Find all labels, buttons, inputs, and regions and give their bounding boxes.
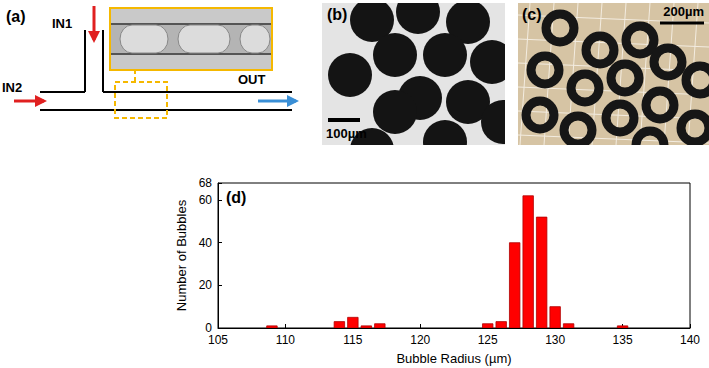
svg-text:IN2: IN2 <box>2 80 22 95</box>
svg-text:120: 120 <box>410 333 430 347</box>
svg-text:IN1: IN1 <box>52 16 72 31</box>
svg-text:20: 20 <box>199 278 213 292</box>
svg-text:0: 0 <box>205 321 212 335</box>
svg-text:Bubble Radius (µm): Bubble Radius (µm) <box>396 351 511 366</box>
svg-text:125: 125 <box>478 333 498 347</box>
svg-text:68: 68 <box>199 176 213 190</box>
svg-text:60: 60 <box>199 193 213 207</box>
svg-text:(a): (a) <box>6 8 26 25</box>
svg-text:Number of Bubbles: Number of Bubbles <box>174 199 189 311</box>
svg-text:110: 110 <box>276 333 295 347</box>
svg-text:40: 40 <box>199 236 213 250</box>
svg-text:140: 140 <box>680 333 700 347</box>
svg-text:105: 105 <box>208 333 228 347</box>
svg-text:115: 115 <box>343 333 362 347</box>
svg-text:(c): (c) <box>522 6 542 23</box>
svg-text:130: 130 <box>545 333 565 347</box>
svg-text:100µm: 100µm <box>326 126 367 141</box>
svg-text:(d): (d) <box>226 189 246 206</box>
svg-text:(b): (b) <box>327 6 347 23</box>
svg-text:200µm: 200µm <box>663 4 704 19</box>
svg-text:OUT: OUT <box>238 72 266 87</box>
svg-text:135: 135 <box>613 333 633 347</box>
